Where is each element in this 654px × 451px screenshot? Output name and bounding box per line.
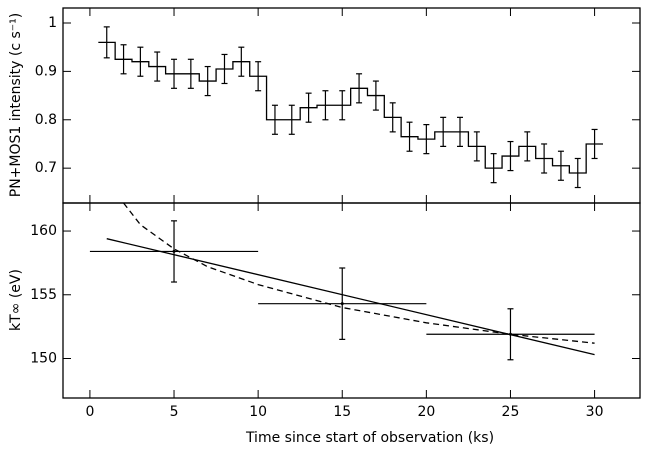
y-axis-label: PN+MOS1 intensity (c s⁻¹) <box>8 13 24 198</box>
plot-frame <box>62 7 641 204</box>
x-tick-label: 20 <box>417 404 435 420</box>
x-tick-label: 10 <box>249 404 267 420</box>
y-tick-label: 0.8 <box>35 112 57 128</box>
x-axis-label: Time since start of observation (ks) <box>245 430 494 446</box>
y-tick-label: 150 <box>30 350 57 366</box>
point <box>172 249 176 253</box>
x-tick-label: 15 <box>333 404 351 420</box>
y-tick-label: 0.7 <box>35 160 57 176</box>
x-tick-label: 0 <box>85 404 94 420</box>
plot-frame <box>62 202 641 399</box>
y-tick-label: 1 <box>48 15 57 31</box>
model-line <box>123 202 595 344</box>
y-axis-label: kT∞ (eV) <box>8 269 24 331</box>
y-tick-label: 160 <box>30 223 57 239</box>
x-tick-label: 5 <box>170 404 179 420</box>
y-tick-label: 0.9 <box>35 63 57 79</box>
x-tick-label: 25 <box>502 404 520 420</box>
x-tick-label: 30 <box>586 404 604 420</box>
point <box>340 302 344 306</box>
y-tick-label: 155 <box>30 287 57 303</box>
point <box>508 332 512 336</box>
model-line <box>106 238 595 356</box>
